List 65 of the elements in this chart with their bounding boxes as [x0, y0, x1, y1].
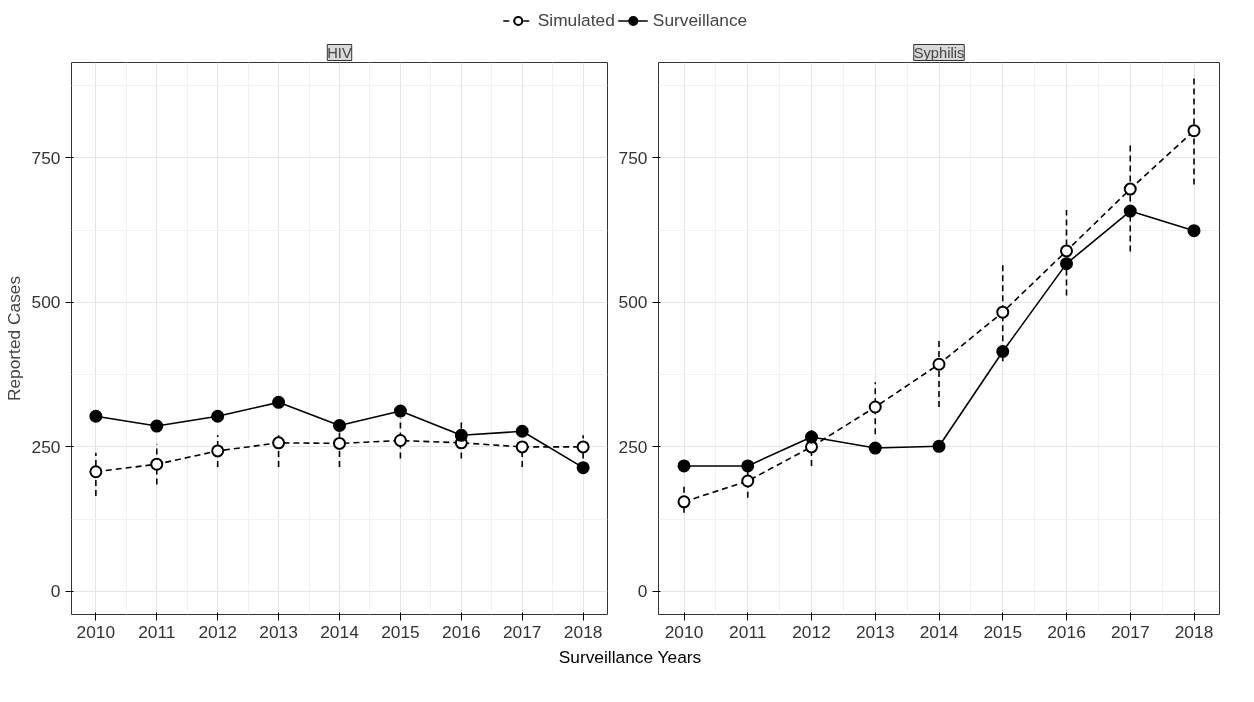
point — [576, 461, 590, 475]
point — [677, 459, 691, 473]
point — [1187, 124, 1201, 138]
x-tick-label: 2010 — [76, 621, 116, 642]
x-tick-label: 2011 — [138, 621, 176, 642]
y-tick-label: 0 — [637, 581, 648, 602]
point — [454, 428, 468, 442]
x-tick-label: 2018 — [1174, 621, 1214, 642]
point — [515, 440, 529, 454]
y-tick-label: 250 — [618, 436, 648, 457]
x-tick-label: 2017 — [1110, 621, 1150, 642]
y-tick-label: 750 — [618, 147, 648, 168]
point — [211, 409, 225, 423]
point — [89, 409, 103, 423]
point — [996, 305, 1010, 319]
point — [868, 400, 882, 414]
x-tick-label: 2010 — [664, 621, 704, 642]
x-tick-label: 2016 — [442, 621, 481, 642]
point — [677, 495, 691, 509]
point — [393, 404, 407, 418]
point — [1187, 224, 1201, 238]
x-tick-label: 2018 — [563, 621, 603, 642]
x-tick-label: 2014 — [320, 621, 360, 642]
point — [333, 436, 346, 450]
point — [211, 444, 225, 458]
point — [932, 439, 946, 453]
x-tick-label: 2011 — [729, 621, 767, 642]
chart-title: Syphilis — [913, 44, 965, 61]
point — [1060, 244, 1073, 258]
x-tick-label: 2015 — [381, 621, 420, 642]
point — [272, 436, 286, 450]
point — [333, 419, 346, 432]
x-tick-label: 2017 — [502, 621, 542, 642]
point — [741, 474, 755, 488]
y-tick-label: 500 — [618, 292, 648, 313]
point — [150, 419, 164, 433]
x-axis-title: Surveillance Years — [558, 646, 702, 669]
point — [741, 459, 755, 473]
x-tick-label: 2012 — [198, 621, 237, 642]
point — [89, 465, 103, 479]
point — [1123, 182, 1137, 196]
point — [150, 457, 164, 471]
x-tick-label: 2013 — [259, 621, 298, 642]
x-tick-label: 2015 — [983, 621, 1023, 642]
legend-label: Surveillance — [652, 9, 748, 31]
y-tick-label: 750 — [31, 147, 61, 168]
x-tick-label: 2014 — [919, 621, 959, 642]
y-tick-label: 500 — [31, 292, 61, 313]
point — [805, 430, 818, 444]
point — [1060, 257, 1073, 271]
point — [996, 345, 1010, 358]
legend-label: Simulated — [537, 9, 615, 31]
point — [932, 357, 946, 371]
point — [576, 440, 590, 454]
point — [515, 424, 529, 438]
x-tick-label: 2013 — [855, 621, 895, 642]
point — [1123, 204, 1137, 218]
point — [868, 441, 882, 455]
point — [393, 434, 407, 448]
y-tick-label: 0 — [50, 581, 61, 602]
y-axis-title: Reported Cases — [3, 275, 24, 402]
point — [272, 395, 286, 409]
x-tick-label: 2016 — [1047, 621, 1086, 642]
x-tick-label: 2012 — [792, 621, 831, 642]
y-tick-label: 250 — [31, 436, 61, 457]
